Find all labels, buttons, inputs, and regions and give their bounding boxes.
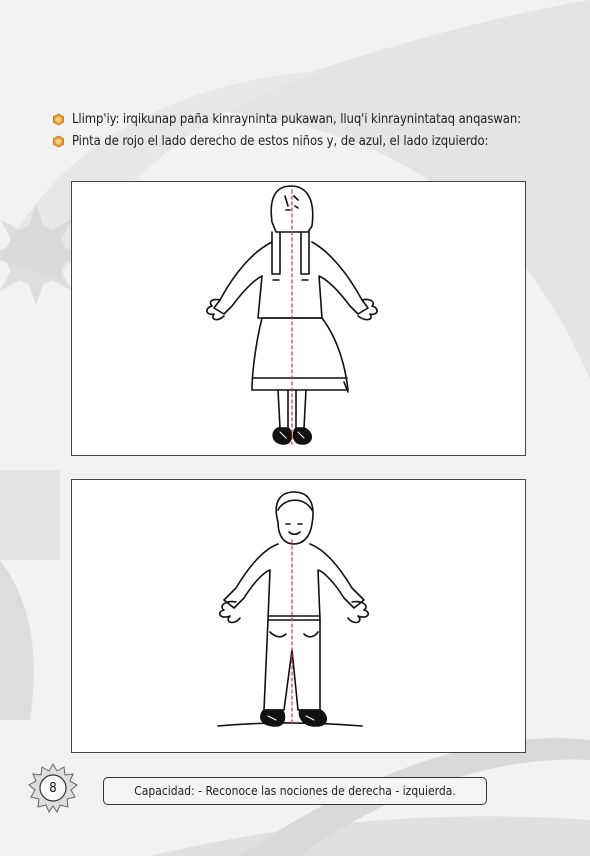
- capacity-box: Capacidad: - Reconoce las nociones de de…: [103, 777, 487, 805]
- boy-drawing-frame: [71, 479, 526, 753]
- instruction-text: Llimp'iy: irqikunap paña kinrayninta puk…: [72, 111, 522, 127]
- page-number: 8: [49, 780, 57, 796]
- instruction-quechua: Llimp'iy: irqikunap paña kinrayninta puk…: [52, 108, 572, 130]
- sun-icon: [0, 205, 86, 305]
- gear-page-badge-icon: [28, 763, 78, 813]
- instruction-text: Pinta de rojo el lado derecho de estos n…: [72, 133, 489, 149]
- orange-hexagon-bullet-icon: [53, 135, 64, 147]
- girl-drawing: [206, 185, 378, 445]
- capacity-text: Capacidad: - Reconoce las nociones de de…: [134, 784, 456, 798]
- instructions: Llimp'iy: irqikunap paña kinrayninta puk…: [52, 108, 572, 152]
- boy-drawing: [217, 491, 370, 727]
- instruction-spanish: Pinta de rojo el lado derecho de estos n…: [52, 130, 572, 152]
- girl-drawing-frame: [71, 181, 526, 456]
- orange-hexagon-bullet-icon: [53, 113, 64, 125]
